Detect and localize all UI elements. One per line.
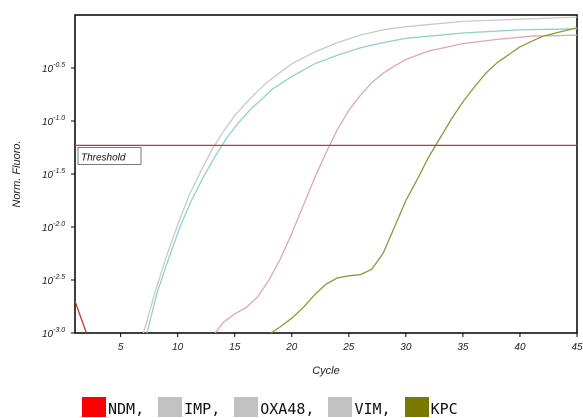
legend-item-ndm: NDM, xyxy=(82,397,144,417)
x-tick-label: 25 xyxy=(342,342,355,353)
y-tick-exponent: -2.0 xyxy=(53,221,65,228)
plot-area xyxy=(74,14,578,334)
y-tick-base: 10 xyxy=(42,64,54,75)
y-tick-label: 10-1.5 xyxy=(42,168,65,181)
series-layer xyxy=(75,16,577,333)
y-tick-exponent: -3.0 xyxy=(53,327,65,334)
threshold-layer: Threshold xyxy=(75,144,577,165)
legend-item-kpc: KPC xyxy=(404,397,458,418)
y-tick-exponent: -1.5 xyxy=(53,168,65,175)
legend: NDM, IMP, OXA48, VIM, KPC xyxy=(82,388,472,417)
legend-item-oxa48: OXA48, xyxy=(234,397,314,417)
series-line-oxa48 xyxy=(146,28,577,333)
x-tick-label: 10 xyxy=(172,342,184,353)
threshold-label-box xyxy=(77,146,142,165)
x-ticks: 5 10 15 20 25 30 35 40 45 xyxy=(118,333,583,353)
y-tick-label: 10-2.0 xyxy=(42,221,65,234)
y-tick-base: 10 xyxy=(42,223,54,234)
x-tick-label: 20 xyxy=(285,342,298,353)
legend-item-imp: IMP, xyxy=(158,397,220,417)
series-line-imp xyxy=(142,16,577,333)
legend-label: IMP, xyxy=(184,400,221,418)
series-line-kpc xyxy=(270,27,577,333)
legend-swatch xyxy=(82,397,106,417)
x-tick-label: 30 xyxy=(400,342,412,353)
y-ticks: 10-3.010-2.510-2.010-1.510-1.010-0.5 xyxy=(42,62,75,340)
y-tick-base: 10 xyxy=(42,276,54,287)
legend-swatch xyxy=(404,397,429,417)
y-tick-exponent: -0.5 xyxy=(53,62,65,69)
legend-label: KPC xyxy=(430,400,458,418)
legend-swatch xyxy=(234,397,259,417)
y-tick-base: 10 xyxy=(42,329,54,340)
y-tick-exponent: -2.5 xyxy=(53,274,65,281)
y-tick-label: 10-0.5 xyxy=(42,62,65,75)
legend-label: NDM, xyxy=(108,400,145,418)
legend-label: OXA48, xyxy=(260,400,315,418)
x-tick-label: 35 xyxy=(457,342,469,353)
x-tick-label: 45 xyxy=(571,342,583,353)
legend-item-vim: VIM, xyxy=(328,397,391,418)
x-tick-label: 15 xyxy=(229,342,241,353)
x-axis-label: Cycle xyxy=(312,365,340,377)
series-line-vim xyxy=(214,34,577,333)
x-tick-label: 40 xyxy=(514,342,526,353)
legend-swatch xyxy=(158,397,183,417)
series-line-ndm xyxy=(75,300,88,333)
y-tick-label: 10-3.0 xyxy=(42,327,65,340)
y-tick-base: 10 xyxy=(42,170,54,181)
threshold-label: Threshold xyxy=(81,152,126,163)
y-tick-label: 10-2.5 xyxy=(42,274,65,287)
y-tick-exponent: -1.0 xyxy=(53,115,65,122)
legend-swatch xyxy=(328,397,353,417)
legend-label: VIM, xyxy=(354,400,391,418)
y-axis-label: Norm. Fluoro. xyxy=(11,140,23,207)
y-tick-base: 10 xyxy=(42,117,54,128)
y-tick-label: 10-1.0 xyxy=(42,115,65,128)
x-tick-label: 5 xyxy=(118,342,124,353)
